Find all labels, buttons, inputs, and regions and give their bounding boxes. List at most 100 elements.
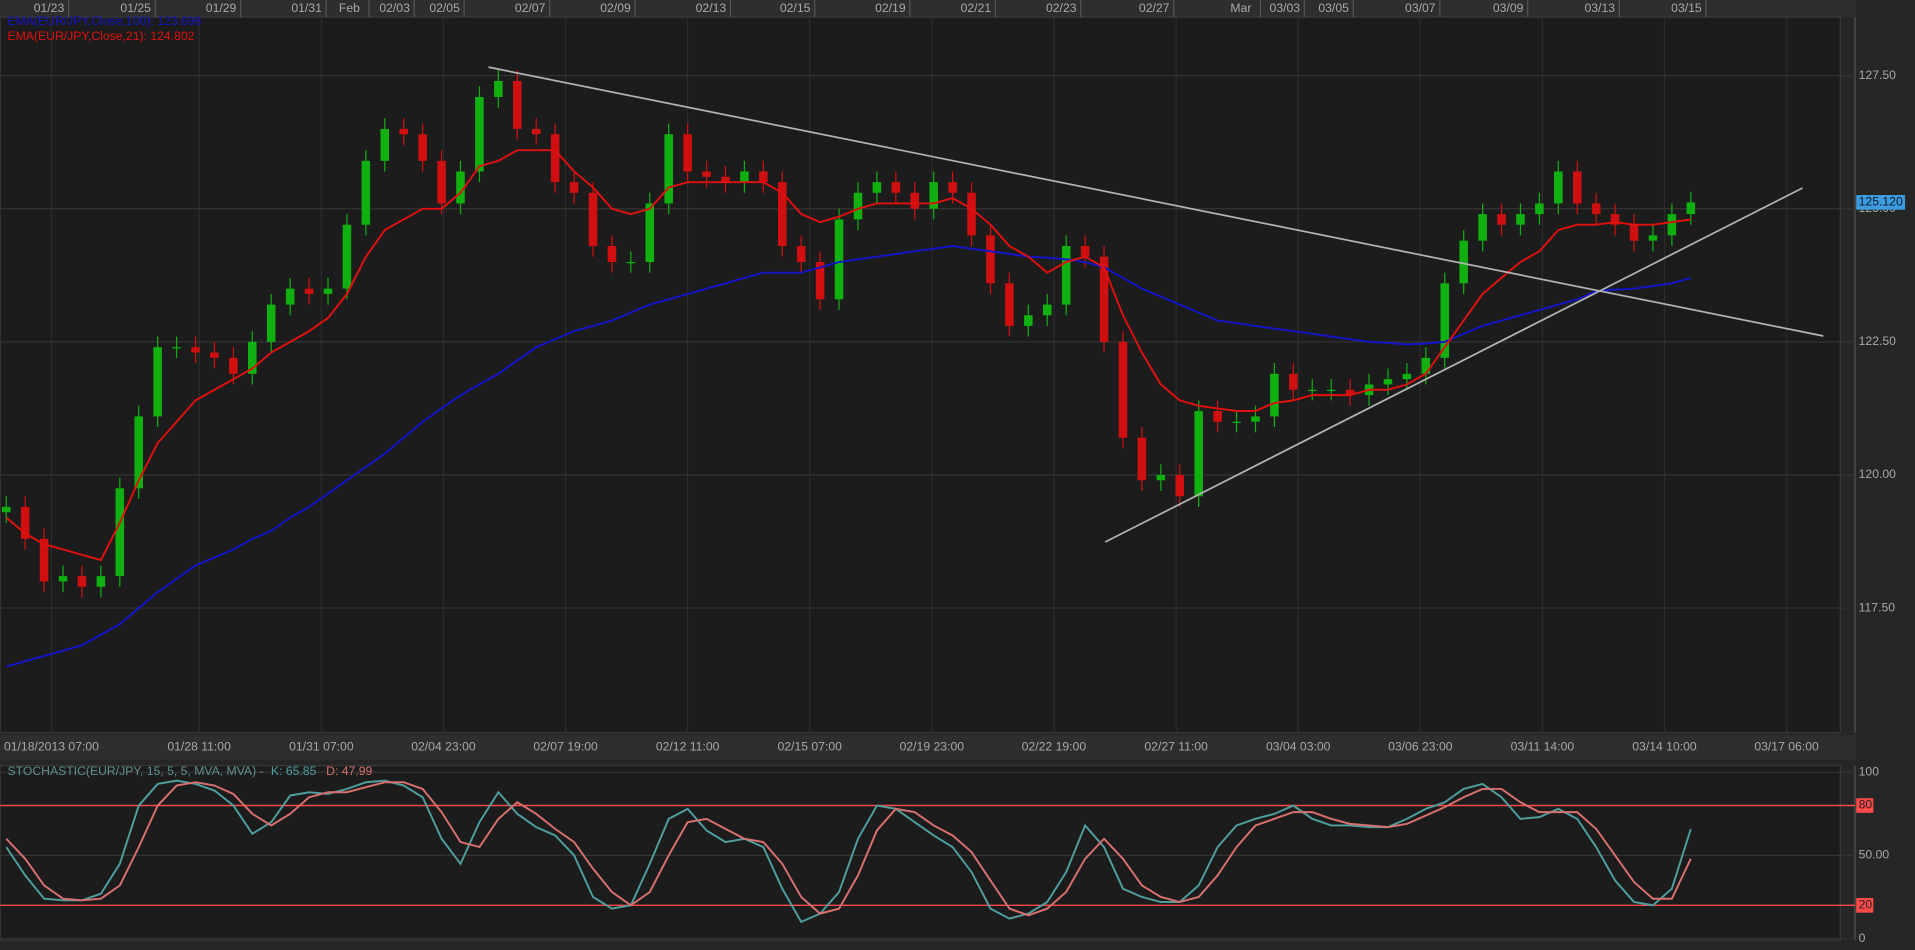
candle-body — [342, 224, 352, 289]
legend-entry: K: 65.85 — [271, 764, 317, 778]
candle-body — [418, 134, 427, 161]
x-tick-label: 03/11 14:00 — [1511, 740, 1575, 754]
candle-body — [910, 192, 920, 209]
candle-body — [1175, 474, 1185, 497]
candle-body — [569, 182, 579, 193]
candle-body — [1270, 373, 1279, 417]
candle-body — [740, 171, 749, 183]
top-tick-label: 01/25 — [120, 1, 151, 15]
candle-body — [721, 176, 730, 183]
candle-body — [948, 182, 957, 193]
candle-body — [1326, 389, 1336, 391]
candle-body — [475, 96, 484, 172]
candle-body — [1610, 214, 1620, 225]
candle-body — [115, 488, 125, 577]
candle-body — [1629, 224, 1639, 241]
candle-body — [304, 288, 314, 294]
y-tick-label: 0 — [1859, 931, 1866, 945]
candle-body — [1194, 411, 1203, 497]
candle-body — [1478, 214, 1487, 241]
top-tick-label: 02/19 — [875, 1, 906, 15]
x-tick-label: 02/19 23:00 — [900, 740, 965, 754]
top-tick-label: 03/13 — [1584, 1, 1615, 15]
candle-body — [1251, 416, 1260, 422]
candle-body — [96, 576, 106, 587]
candle-body — [210, 352, 219, 358]
legend-entry: EMA(EUR/JPY,Close,21): 124.802 — [8, 29, 195, 43]
candle-body — [645, 203, 655, 263]
level-label-box — [1856, 897, 1874, 913]
candle-body — [1648, 235, 1658, 241]
legend-entry: EMA(EUR/JPY,Close,100): 123.698 — [8, 14, 202, 28]
top-tick-label: 02/13 — [696, 1, 727, 15]
candle-body — [1099, 256, 1109, 342]
candle-body — [777, 182, 787, 247]
candle-body — [1213, 411, 1222, 422]
x-tick-label: 03/04 03:00 — [1266, 740, 1331, 754]
candle-body — [796, 246, 806, 263]
candle-body — [229, 357, 238, 374]
candle-body — [266, 304, 276, 342]
y-tick-label: 127.50 — [1859, 68, 1897, 82]
candle-body — [437, 160, 446, 204]
candle-body — [1459, 240, 1468, 284]
candle-body — [1345, 389, 1355, 396]
top-tick-label: 03/09 — [1493, 1, 1524, 15]
candle-body — [1024, 315, 1033, 326]
candle-body — [172, 347, 181, 349]
top-tick-label: 02/27 — [1139, 1, 1170, 15]
candle-body — [1080, 246, 1090, 257]
top-tick-label: 02/03 — [379, 1, 410, 15]
candle-body — [1554, 171, 1563, 204]
top-tick-label: 03/07 — [1405, 1, 1436, 15]
candle-body — [1402, 373, 1412, 380]
x-tick-label: 03/17 06:00 — [1754, 740, 1819, 754]
x-tick-label: 02/22 19:00 — [1022, 740, 1087, 754]
candle-body — [1516, 214, 1525, 225]
top-tick-label: 03/03 — [1270, 1, 1301, 15]
top-tick-label: Feb — [339, 1, 360, 15]
candle-body — [1307, 389, 1317, 391]
top-tick-label: 02/09 — [600, 1, 631, 15]
y-tick-label: 50.00 — [1859, 848, 1890, 862]
x-tick-label: 03/06 23:00 — [1388, 740, 1453, 754]
candle-body — [20, 506, 30, 539]
legend-entry: D: 47.99 — [326, 764, 372, 778]
candle-body — [153, 347, 162, 417]
candle-body — [531, 128, 541, 135]
candle-body — [1686, 202, 1696, 215]
candle-body — [323, 288, 333, 294]
y-tick-label: 122.50 — [1859, 334, 1897, 348]
candle-body — [1289, 373, 1298, 390]
panel-title: STOCHASTIC(EUR/JPY, 15, 5, 5, MVA, MVA) … — [8, 764, 264, 778]
candle-body — [1005, 283, 1014, 326]
candle-body — [834, 219, 844, 300]
y-tick-label: 117.50 — [1859, 600, 1896, 614]
y-tick-label: 80 — [1859, 798, 1873, 812]
candle-body — [626, 262, 636, 264]
y-tick-label: 120.00 — [1859, 467, 1897, 481]
candle-body — [967, 192, 976, 236]
candle-body — [1156, 474, 1166, 481]
last-price-box — [1856, 195, 1906, 210]
candle-body — [77, 576, 87, 587]
top-tick-label: 02/15 — [780, 1, 811, 15]
x-tick-label: 01/31 07:00 — [289, 740, 354, 754]
candle-body — [664, 134, 673, 204]
bottom-axis-band — [0, 735, 1857, 760]
top-tick-label: 02/23 — [1046, 1, 1077, 15]
candle-body — [1572, 171, 1582, 204]
candle-body — [399, 128, 408, 135]
top-tick-label: Mar — [1230, 1, 1251, 15]
candle-body — [891, 182, 901, 193]
candle-body — [815, 262, 825, 300]
candle-body — [1, 506, 11, 513]
candle-body — [191, 347, 200, 353]
x-tick-label: 01/28 11:00 — [167, 740, 231, 754]
x-tick-label: 02/12 11:00 — [656, 740, 720, 754]
candle-body — [1497, 214, 1506, 225]
x-tick-label: 02/04 23:00 — [411, 740, 476, 754]
candle-body — [285, 288, 295, 305]
candle-body — [853, 192, 863, 220]
